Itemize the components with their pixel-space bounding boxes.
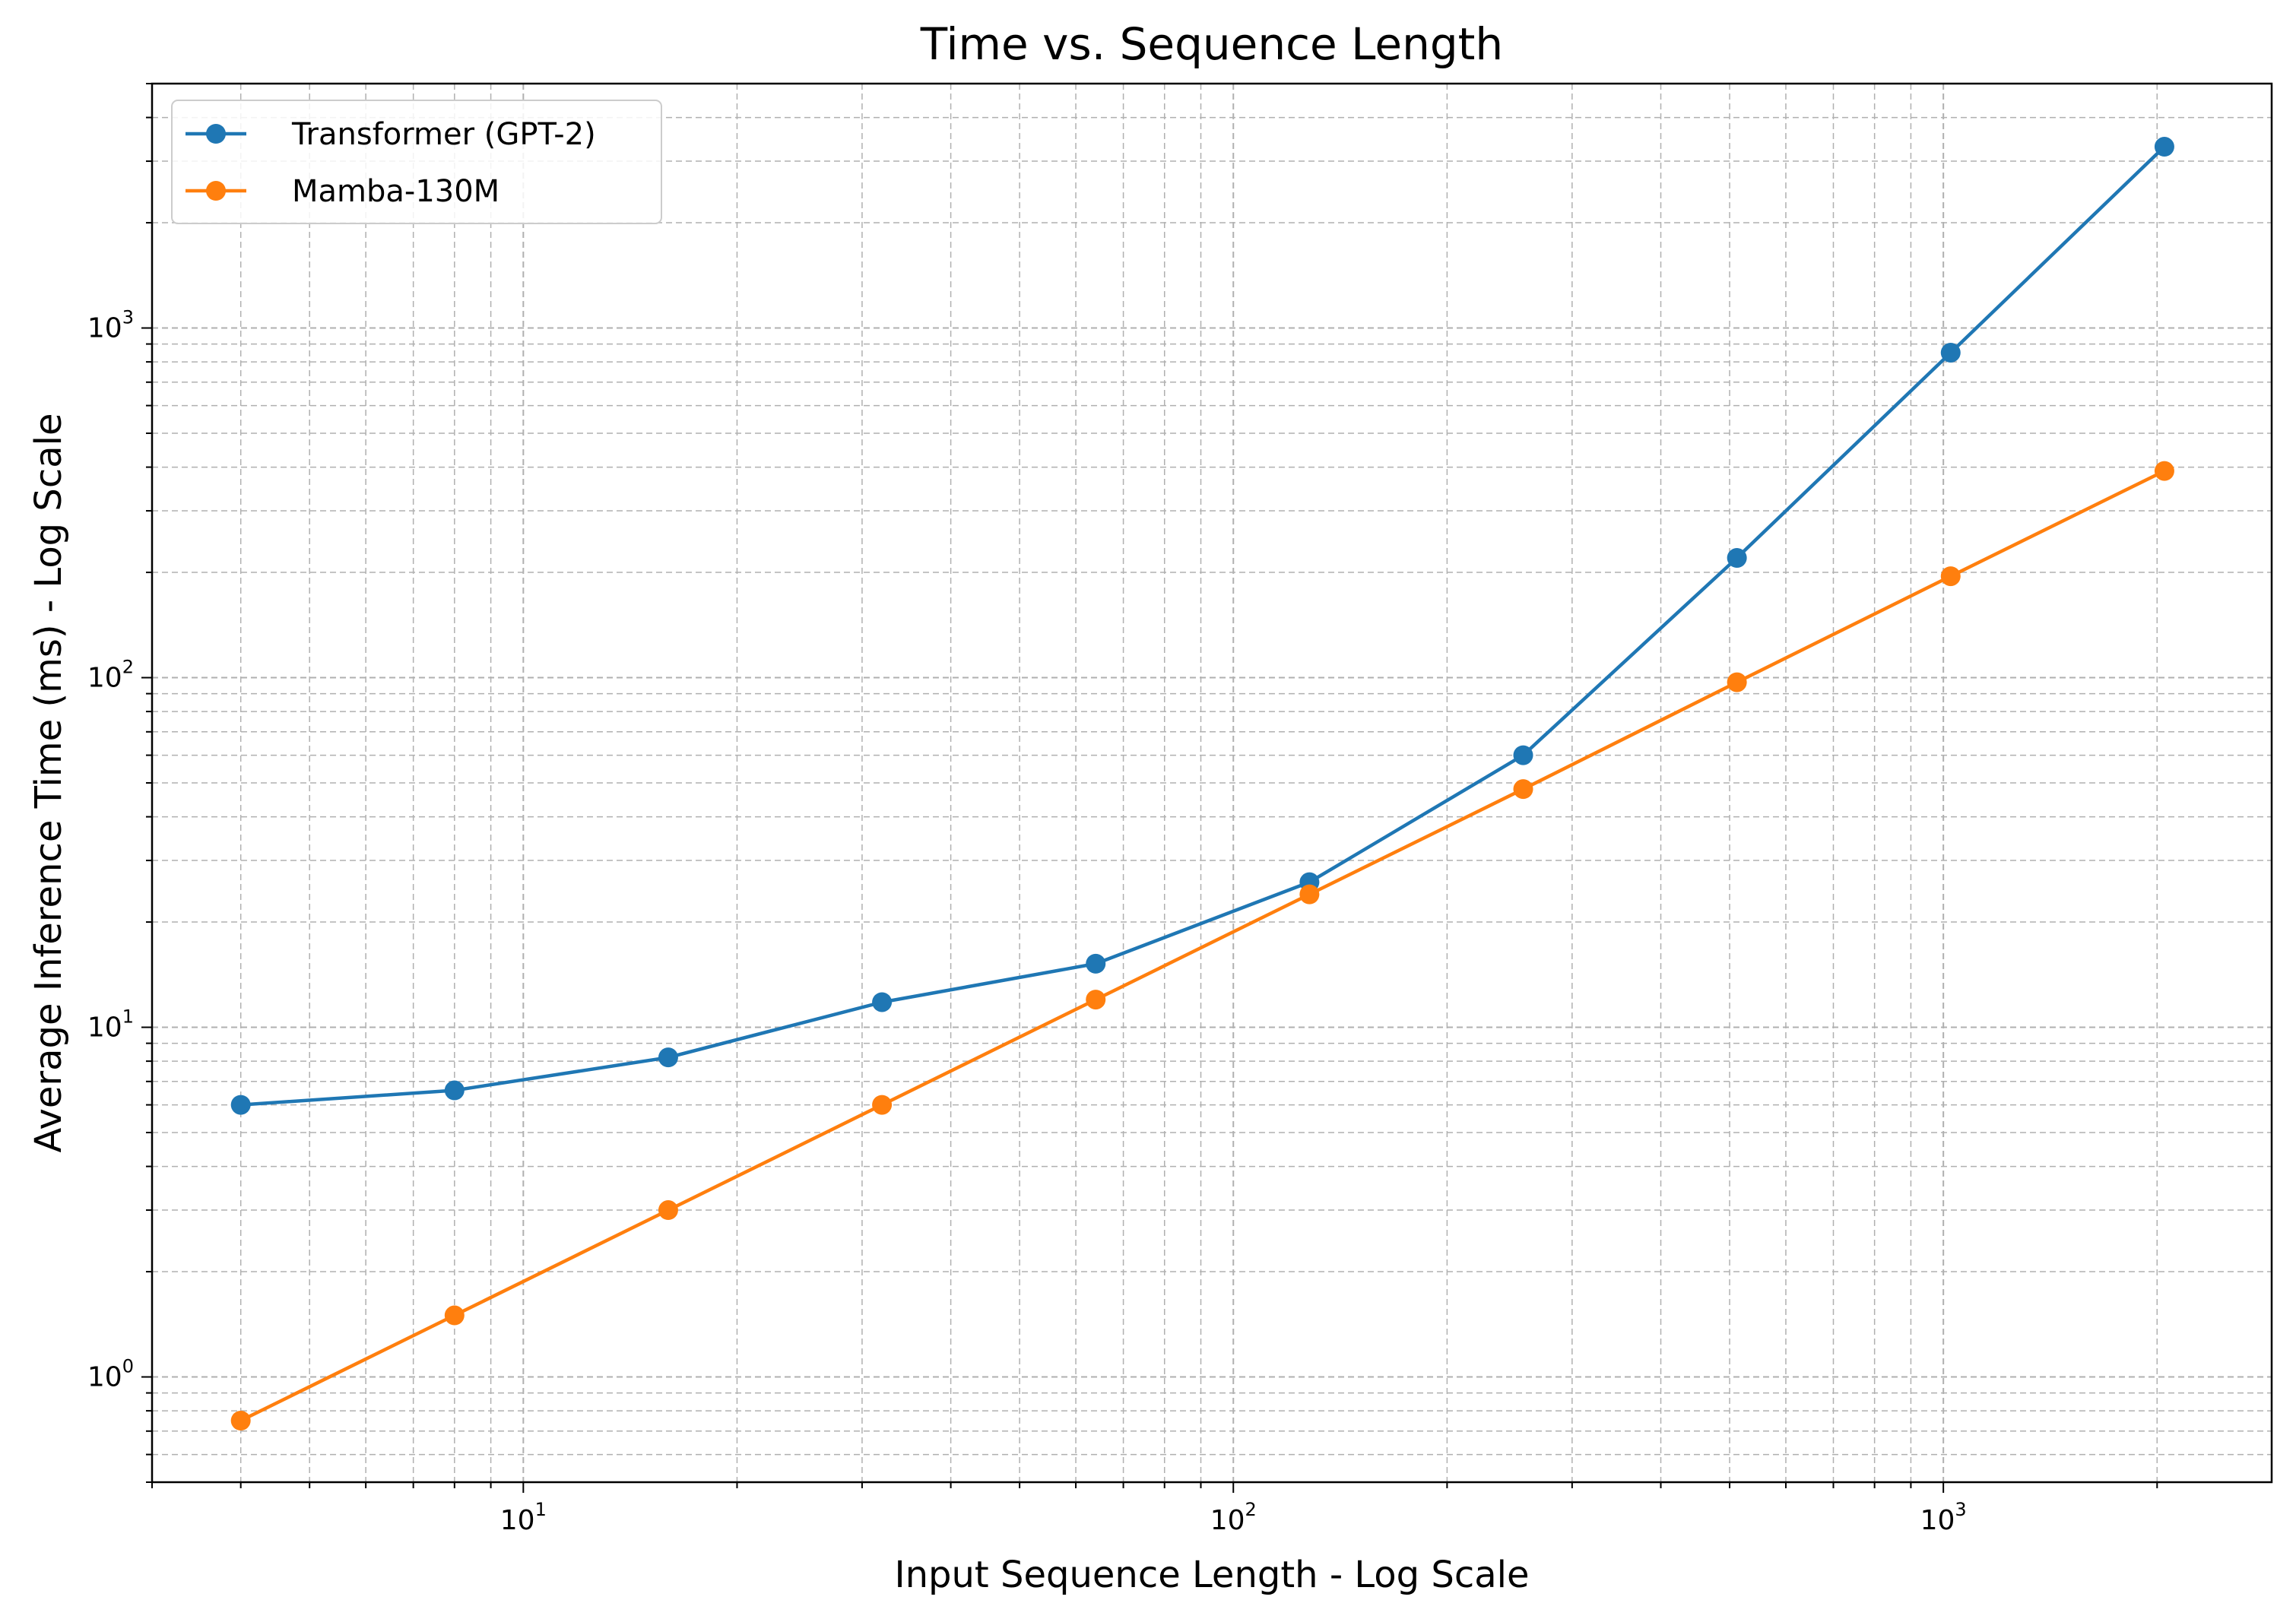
legend-label: Mamba-130M bbox=[292, 174, 499, 209]
data-point bbox=[872, 1095, 893, 1115]
legend: Transformer (GPT-2) Mamba-130M bbox=[171, 100, 662, 224]
legend-entry: Mamba-130M bbox=[186, 174, 499, 209]
ticks: 101 102 103 100 101 102 103 bbox=[87, 83, 2158, 1536]
x-axis-label: Input Sequence Length - Log Scale bbox=[894, 1554, 1529, 1596]
data-point bbox=[1086, 953, 1106, 974]
data-point bbox=[658, 1047, 678, 1068]
x-tick-label: 102 bbox=[1210, 1499, 1257, 1536]
data-point bbox=[872, 992, 893, 1012]
series-1 bbox=[230, 137, 2174, 1115]
grid bbox=[151, 83, 2272, 1483]
data-point bbox=[444, 1080, 465, 1101]
data-point bbox=[1727, 548, 1747, 569]
series-2 bbox=[230, 461, 2174, 1430]
data-point bbox=[444, 1305, 465, 1326]
data-point bbox=[230, 1095, 251, 1115]
data-point bbox=[2154, 461, 2174, 481]
data-point bbox=[1513, 745, 1533, 765]
data-point bbox=[1513, 779, 1533, 800]
chart-title: Time vs. Sequence Length bbox=[920, 18, 1503, 70]
x-tick-label: 103 bbox=[1920, 1499, 1967, 1536]
legend-label: Transformer (GPT-2) bbox=[291, 117, 596, 152]
y-tick-label: 101 bbox=[87, 1006, 134, 1044]
legend-entry: Transformer (GPT-2) bbox=[186, 117, 596, 152]
y-tick-label: 102 bbox=[87, 657, 134, 694]
y-axis-label: Average Inference Time (ms) - Log Scale bbox=[27, 413, 70, 1152]
series-layer bbox=[230, 137, 2174, 1430]
data-point bbox=[1299, 884, 1320, 905]
data-point bbox=[1727, 672, 1747, 692]
data-point bbox=[230, 1410, 251, 1430]
data-point bbox=[1086, 990, 1106, 1010]
data-point bbox=[1940, 566, 1961, 587]
series-line bbox=[239, 469, 2165, 1423]
data-point bbox=[658, 1200, 678, 1221]
data-point bbox=[1940, 342, 1961, 363]
data-point bbox=[2154, 137, 2174, 157]
x-tick-label: 101 bbox=[500, 1499, 547, 1536]
legend-marker bbox=[206, 124, 226, 144]
series-line bbox=[240, 145, 2166, 1107]
legend-marker bbox=[206, 181, 226, 201]
y-tick-label: 103 bbox=[87, 307, 134, 344]
legend-box bbox=[171, 100, 662, 224]
y-tick-label: 100 bbox=[87, 1356, 134, 1393]
